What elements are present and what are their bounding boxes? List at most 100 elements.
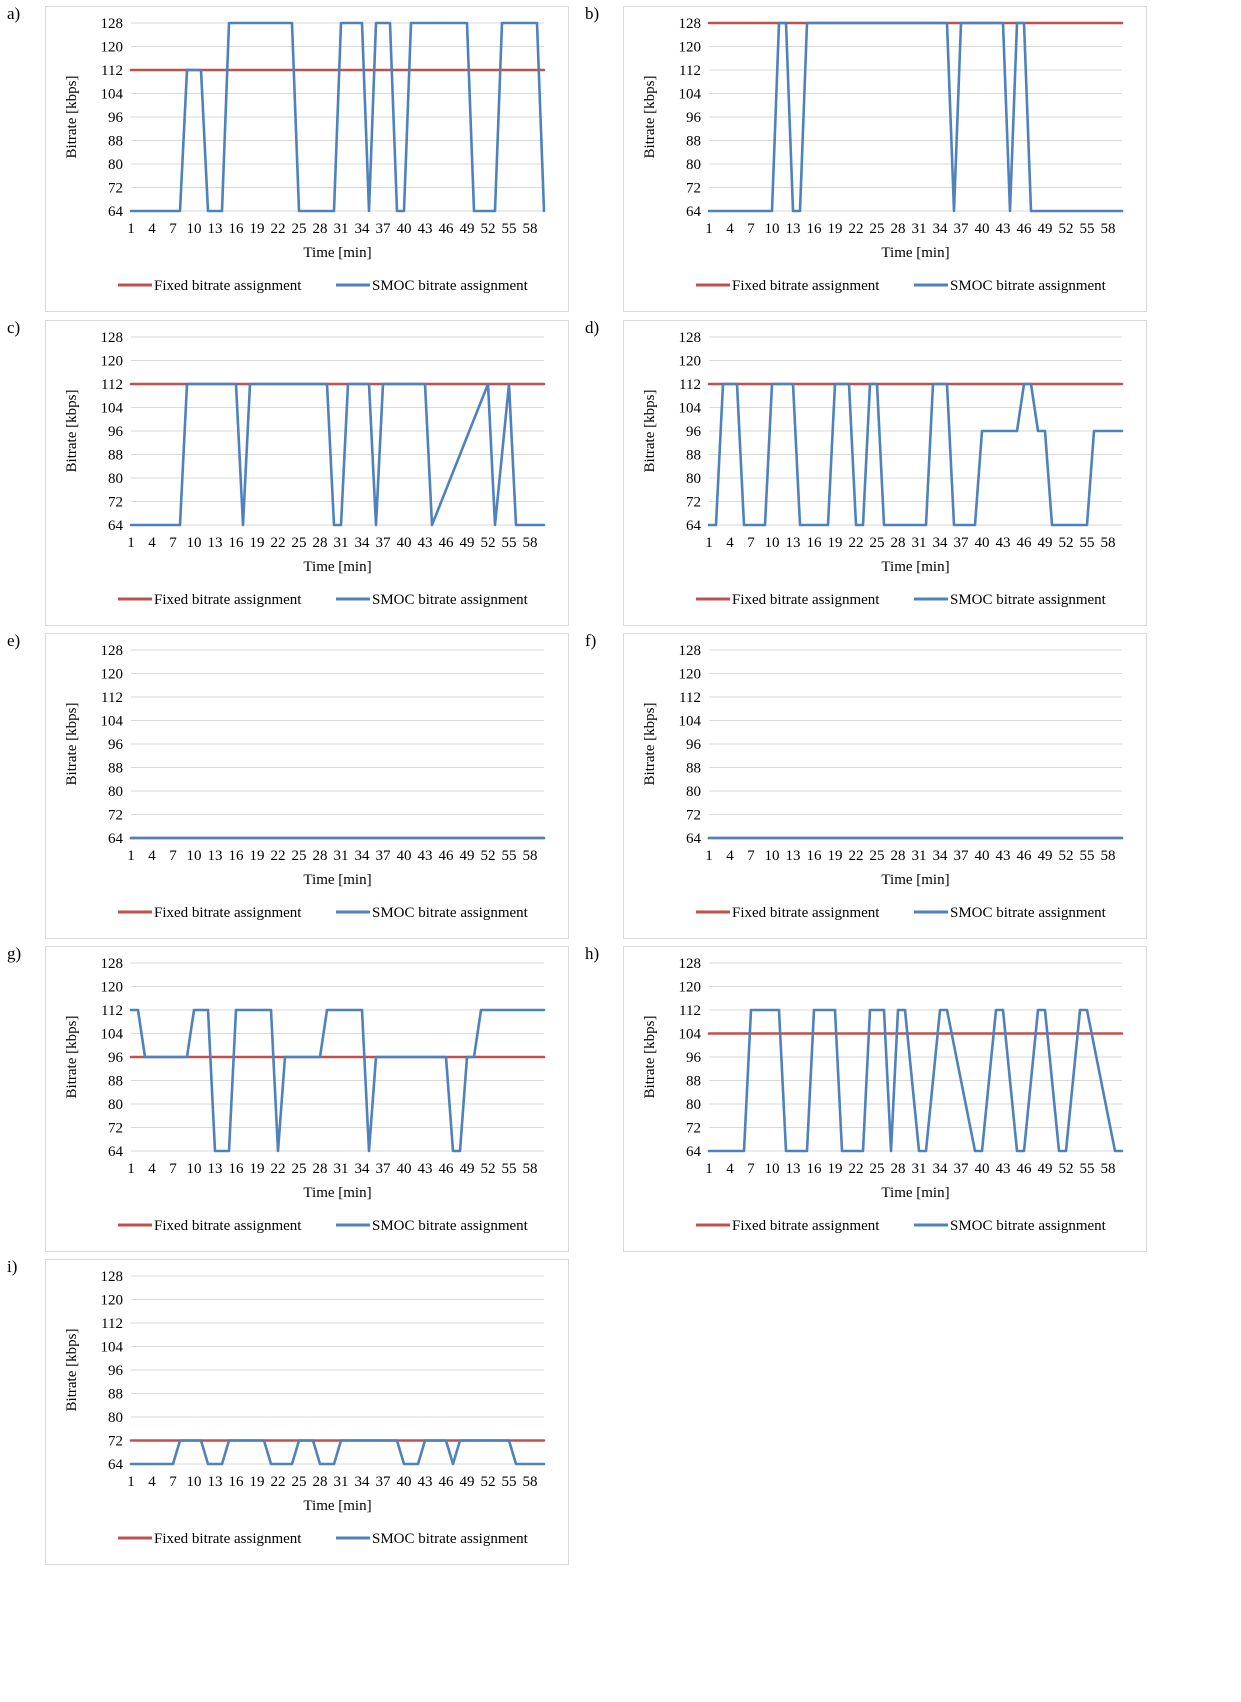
x-tick-label: 58	[1101, 535, 1116, 551]
x-tick-label: 25	[870, 535, 885, 551]
x-tick-label: 46	[439, 221, 455, 237]
y-tick-label: 128	[101, 643, 124, 659]
y-tick-label: 72	[108, 1434, 123, 1450]
line-chart: 64 72 80 88 96 104 112 120 128 1 4 7 10 13 16 19 22 25 28 3…	[64, 1269, 546, 1547]
panel-label: g)	[7, 944, 22, 963]
y-tick-label: 120	[101, 667, 124, 683]
y-tick-label: 104	[679, 87, 702, 103]
y-tick-label: 120	[679, 980, 702, 996]
y-tick-label: 72	[108, 495, 123, 511]
x-tick-label: 16	[807, 1161, 823, 1177]
chart-panel: 64 72 80 88 96 104 112 120 128 1 4 7 10 13 16 19 22 25 28 3…	[45, 6, 569, 312]
x-tick-label: 52	[1059, 535, 1074, 551]
x-tick-label: 4	[148, 1474, 156, 1490]
x-tick-label: 25	[292, 1474, 307, 1490]
x-tick-label: 13	[786, 221, 801, 237]
x-tick-label: 34	[355, 221, 371, 237]
y-tick-label: 64	[686, 831, 702, 847]
x-tick-label: 25	[292, 848, 307, 864]
line-chart: 64 72 80 88 96 104 112 120 128 1 4 7 10 13 16 19 22 25 28 3…	[64, 16, 546, 294]
y-tick-label: 112	[101, 377, 123, 393]
x-tick-label: 55	[1080, 221, 1095, 237]
y-tick-label: 64	[686, 204, 702, 220]
x-tick-label: 52	[1059, 848, 1074, 864]
x-tick-label: 19	[828, 535, 843, 551]
x-tick-label: 49	[460, 848, 475, 864]
x-tick-label: 4	[148, 1161, 156, 1177]
x-axis-title: Time [min]	[881, 872, 949, 888]
x-tick-label: 25	[870, 221, 885, 237]
x-tick-label: 49	[460, 535, 475, 551]
x-tick-label: 49	[460, 1474, 475, 1490]
smoc-series-line	[129, 1439, 546, 1466]
x-tick-label: 46	[1017, 848, 1033, 864]
y-tick-label: 120	[101, 1293, 124, 1309]
x-tick-label: 7	[747, 848, 755, 864]
x-tick-label: 49	[460, 221, 475, 237]
y-tick-label: 64	[686, 1144, 702, 1160]
x-tick-label: 55	[502, 848, 517, 864]
x-tick-label: 4	[726, 848, 734, 864]
legend-smoc-label: SMOC bitrate assignment	[950, 278, 1107, 294]
chart-panel: 64 72 80 88 96 104 112 120 128 1 4 7 10 13 16 19 22 25 28 3…	[45, 633, 569, 939]
y-tick-label: 64	[108, 1457, 124, 1473]
chart-panel: 64 72 80 88 96 104 112 120 128 1 4 7 10 13 16 19 22 25 28 3…	[45, 320, 569, 626]
x-tick-label: 28	[313, 1161, 328, 1177]
x-tick-label: 31	[334, 848, 349, 864]
x-tick-label: 58	[1101, 848, 1116, 864]
x-tick-label: 16	[229, 1474, 245, 1490]
x-tick-label: 22	[271, 535, 286, 551]
y-tick-label: 104	[101, 1340, 124, 1356]
x-tick-label: 58	[523, 221, 538, 237]
x-tick-label: 4	[726, 535, 734, 551]
x-tick-label: 16	[229, 1161, 245, 1177]
x-tick-label: 40	[975, 848, 990, 864]
x-tick-label: 58	[1101, 221, 1116, 237]
x-tick-label: 10	[765, 221, 780, 237]
y-tick-label: 80	[108, 471, 123, 487]
legend-smoc-label: SMOC bitrate assignment	[372, 278, 529, 294]
x-tick-label: 52	[1059, 221, 1074, 237]
chart-panel: 64 72 80 88 96 104 112 120 128 1 4 7 10 13 16 19 22 25 28 3…	[623, 6, 1147, 312]
x-tick-label: 34	[355, 848, 371, 864]
x-tick-label: 58	[1101, 1161, 1116, 1177]
x-tick-label: 52	[1059, 1161, 1074, 1177]
legend-fixed-label: Fixed bitrate assignment	[154, 1218, 302, 1234]
x-tick-label: 37	[954, 221, 970, 237]
y-tick-label: 112	[101, 1316, 123, 1332]
x-tick-label: 13	[786, 1161, 801, 1177]
x-tick-label: 34	[355, 1474, 371, 1490]
x-tick-label: 7	[169, 1474, 177, 1490]
x-axis-title: Time [min]	[303, 245, 371, 261]
panel-label: d)	[585, 318, 600, 337]
x-tick-label: 13	[208, 1474, 223, 1490]
y-tick-label: 88	[108, 448, 123, 464]
x-tick-label: 40	[975, 535, 990, 551]
y-tick-label: 120	[679, 354, 702, 370]
x-tick-label: 43	[418, 535, 433, 551]
x-tick-label: 16	[807, 221, 823, 237]
chart-panel: 64 72 80 88 96 104 112 120 128 1 4 7 10 13 16 19 22 25 28 3…	[45, 946, 569, 1252]
panel-label: e)	[7, 631, 21, 650]
x-tick-label: 28	[313, 1474, 328, 1490]
x-tick-label: 10	[765, 1161, 780, 1177]
x-tick-label: 31	[912, 535, 927, 551]
x-tick-label: 10	[187, 535, 202, 551]
y-tick-label: 112	[679, 377, 701, 393]
x-tick-label: 43	[996, 535, 1011, 551]
legend-fixed-label: Fixed bitrate assignment	[732, 1218, 880, 1234]
x-tick-label: 43	[418, 848, 433, 864]
y-tick-label: 64	[686, 518, 702, 534]
y-tick-label: 128	[679, 956, 702, 972]
x-tick-label: 25	[870, 848, 885, 864]
x-tick-label: 7	[169, 535, 177, 551]
x-tick-label: 34	[933, 221, 949, 237]
y-tick-label: 120	[101, 40, 124, 56]
x-tick-label: 22	[271, 221, 286, 237]
x-tick-label: 13	[208, 848, 223, 864]
x-tick-label: 1	[705, 221, 713, 237]
x-tick-label: 16	[807, 848, 823, 864]
chart-panel: 64 72 80 88 96 104 112 120 128 1 4 7 10 13 16 19 22 25 28 3…	[45, 1259, 569, 1565]
y-tick-label: 104	[679, 1027, 702, 1043]
x-tick-label: 34	[355, 1161, 371, 1177]
